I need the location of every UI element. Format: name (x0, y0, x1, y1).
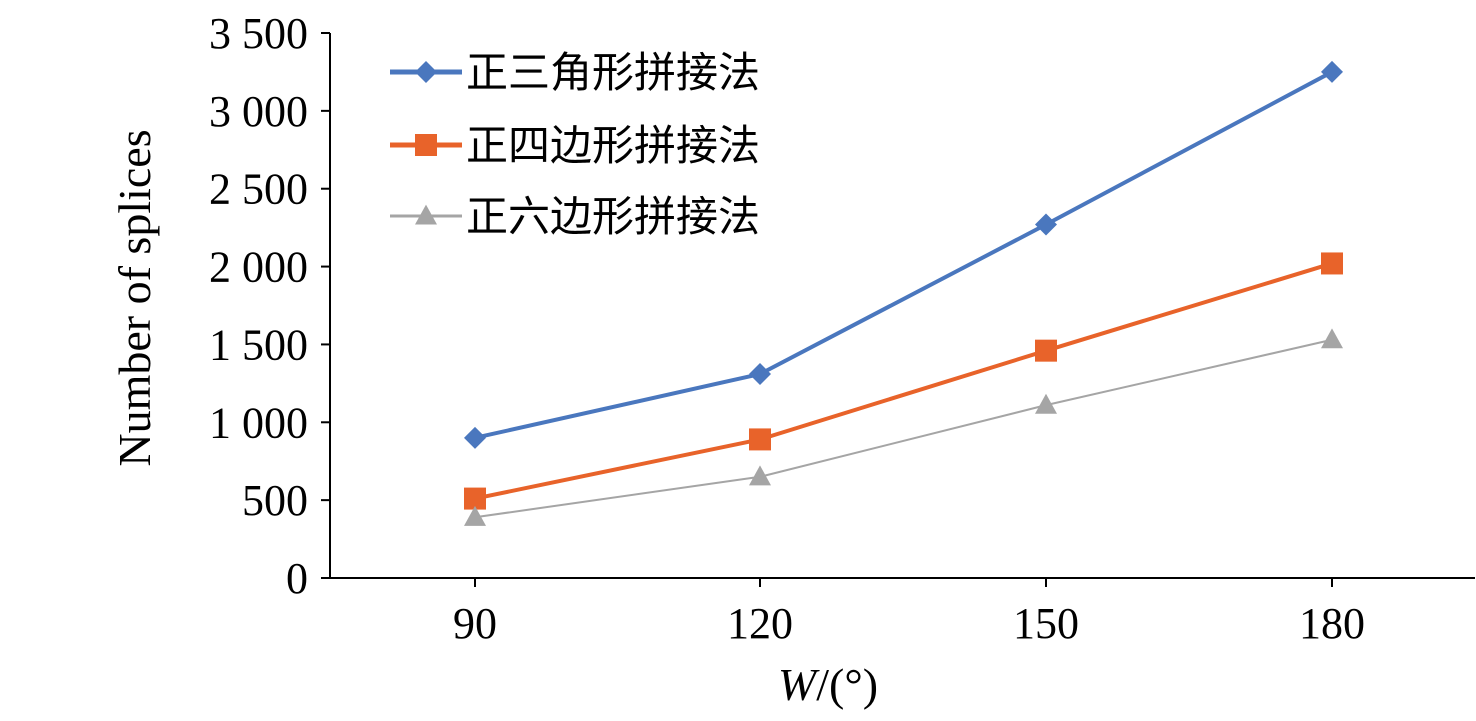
x-tick-label: 150 (1013, 599, 1079, 648)
data-point-diamond (1321, 60, 1343, 83)
legend-item-hexagon: 正六边形拼接法 (390, 192, 760, 241)
legend-item-square: 正四边形拼接法 (390, 121, 760, 170)
x-axis-unit: /(°) (816, 659, 878, 710)
series-line-hexagon (474, 338, 1333, 519)
data-point-square (464, 487, 486, 510)
x-tick-label: 120 (727, 599, 793, 648)
x-tick-label: 90 (453, 599, 497, 648)
data-point-diamond (749, 363, 771, 386)
y-tick-label: 3 000 (209, 87, 308, 136)
y-tick-label: 1 500 (209, 320, 308, 369)
y-tick-label: 500 (242, 476, 308, 525)
data-point-square (1035, 339, 1057, 362)
legend-marker-triangle (415, 204, 437, 225)
x-axis-variable: W (778, 659, 820, 710)
axes (329, 33, 1475, 579)
data-point-square (749, 428, 771, 451)
x-tick-label: 180 (1299, 599, 1365, 648)
y-tick-label: 1 000 (209, 398, 308, 447)
data-point-triangle (1035, 393, 1057, 414)
legend-label: 正三角形拼接法 (466, 48, 760, 97)
y-axis-title: Number of splices (109, 129, 160, 466)
y-tick-label: 2 500 (209, 165, 308, 214)
series-markers (464, 60, 1343, 526)
legend-marker-diamond (415, 61, 437, 83)
series-line-square (474, 261, 1333, 501)
y-tick-label: 2 000 (209, 243, 308, 292)
data-point-triangle (1321, 328, 1343, 349)
legend-marker-square (415, 134, 437, 156)
series-lines (474, 70, 1333, 519)
data-point-diamond (464, 426, 486, 449)
x-axis-ticks: 90 120 150 180 (453, 578, 1365, 648)
legend-item-triangle: 正三角形拼接法 (390, 48, 760, 97)
series-line-triangle (474, 70, 1333, 440)
y-tick-label: 3 500 (209, 9, 308, 58)
legend-label: 正四边形拼接法 (466, 121, 760, 170)
data-point-triangle (464, 505, 486, 526)
x-axis-title: W/(°) (778, 659, 878, 710)
legend-label: 正六边形拼接法 (466, 192, 760, 241)
data-point-diamond (1035, 213, 1057, 236)
data-point-triangle (749, 465, 771, 486)
y-axis-ticks: 0 500 1 000 1 500 2 000 2 500 3 000 3 500 (209, 9, 330, 603)
y-tick-label: 0 (286, 554, 308, 603)
data-point-square (1321, 252, 1343, 275)
